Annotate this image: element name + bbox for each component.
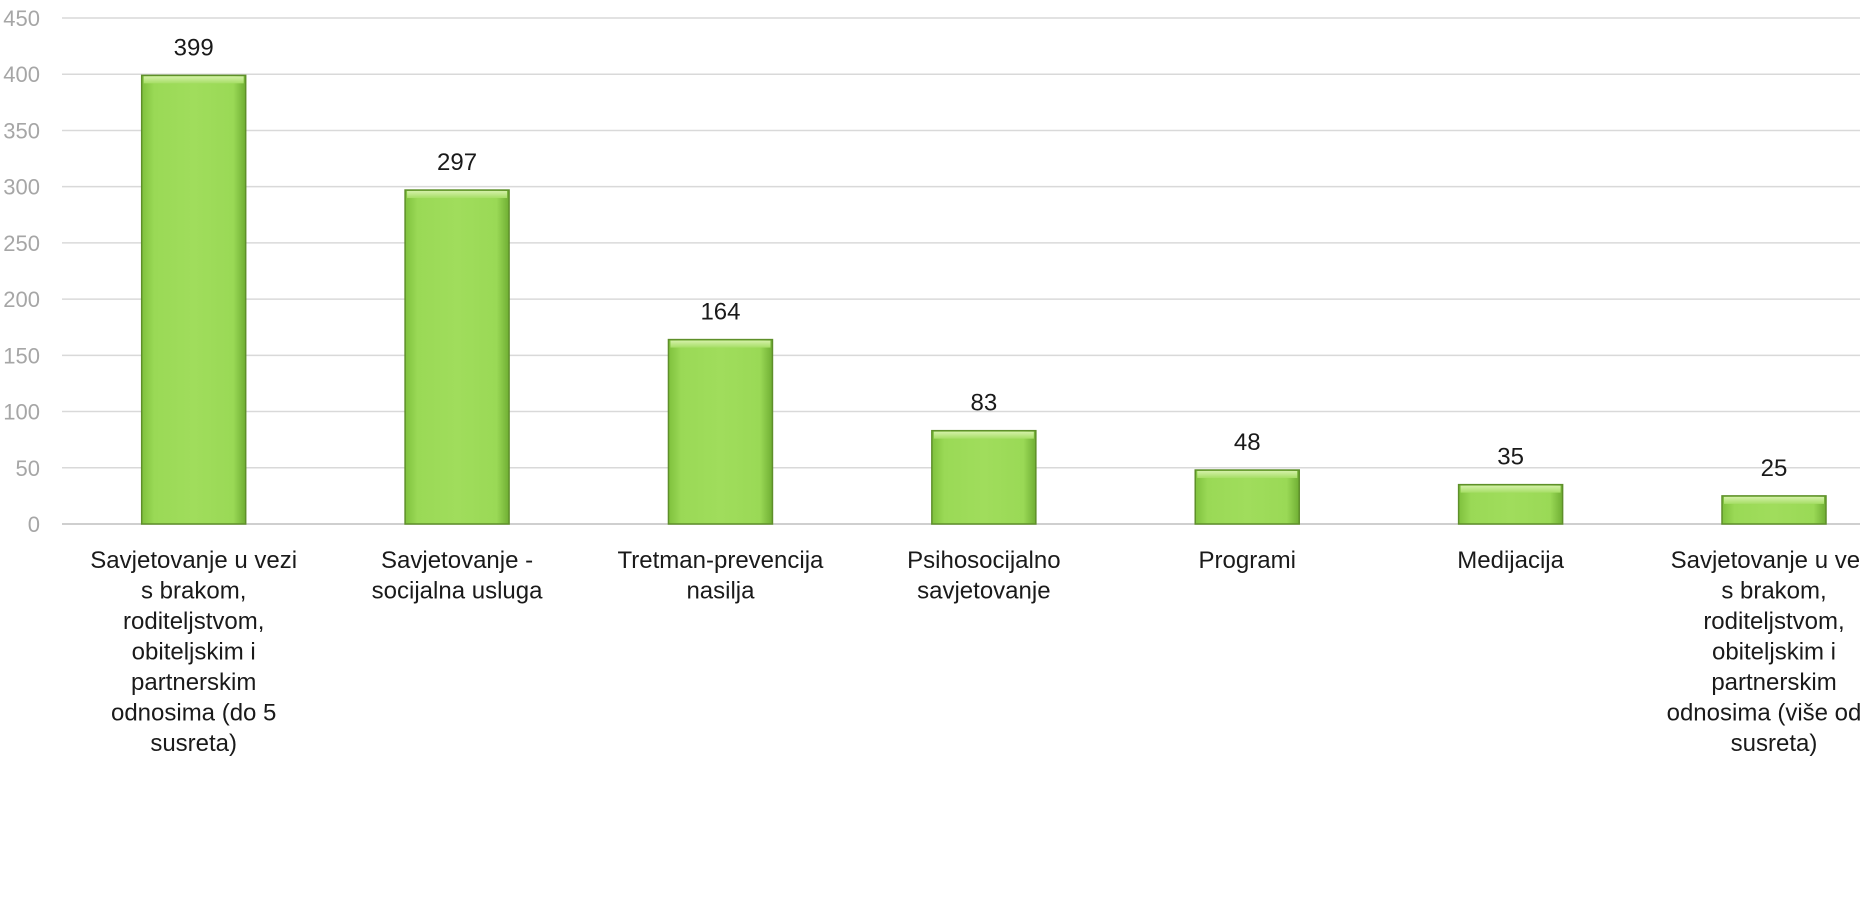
bar-body <box>140 74 247 525</box>
bar-highlight <box>143 76 244 84</box>
data-label: 35 <box>1497 444 1524 471</box>
x-tick-label-line: Savjetovanje - <box>381 547 533 574</box>
bar-highlight <box>1197 471 1298 479</box>
x-tick-label-line: s brakom, <box>141 578 246 605</box>
y-tick-label: 300 <box>3 175 40 200</box>
x-tick-label-line: susreta) <box>1731 730 1818 757</box>
y-tick-label: 150 <box>3 343 40 368</box>
data-label: 297 <box>437 149 477 176</box>
x-tick-label-line: obiteljskim i <box>132 639 256 666</box>
bar-body <box>404 189 510 525</box>
data-label: 83 <box>970 390 997 417</box>
x-tick-label: Programi <box>1199 547 1296 574</box>
data-label: 164 <box>700 299 740 326</box>
x-tick-label-line: s brakom, <box>1721 578 1826 605</box>
bar-body <box>1194 469 1300 525</box>
bar-body <box>931 429 1037 525</box>
x-tick-label: Psihosocijalno savjetovanje <box>907 547 1060 605</box>
bar-highlight <box>1460 485 1561 493</box>
bar <box>667 338 774 525</box>
bar <box>140 74 247 525</box>
x-tick-label-line: partnerskim <box>1711 669 1836 696</box>
x-tick-label: Savjetovanje u vezi s brakom, roditeljstvo… <box>1667 547 1860 757</box>
bar <box>1721 495 1827 525</box>
x-tick-label-line: obiteljskim i <box>1712 639 1836 666</box>
x-tick-label-line: Psihosocijalno <box>907 547 1060 574</box>
x-tick-label-line: roditeljstvom, <box>1703 608 1844 635</box>
bar <box>404 189 510 525</box>
x-tick-label: Medijacija <box>1457 547 1564 574</box>
bar-highlight <box>670 340 771 348</box>
y-tick-label: 400 <box>3 62 40 87</box>
bar <box>931 429 1037 525</box>
bar-highlight <box>407 191 508 199</box>
x-tick-label-line: partnerskim <box>131 669 256 696</box>
x-tick-label-line: Savjetovanje u vezi <box>1671 547 1860 574</box>
data-labels: 399 297 164 83 48 35 25 <box>174 34 1788 482</box>
x-tick-label-line: odnosima (do 5 <box>111 700 276 727</box>
x-tick-label: Tretman-prevencija nasilja <box>618 547 825 605</box>
bars <box>140 74 1827 525</box>
x-tick-label-line: nasilja <box>686 578 755 605</box>
x-tick-label: Savjetovanje - socijalna usluga <box>372 547 543 605</box>
y-tick-label: 100 <box>3 400 40 425</box>
data-label: 399 <box>174 34 214 61</box>
x-tick-label-line: Savjetovanje u vezi <box>90 547 297 574</box>
y-tick-label: 0 <box>28 512 40 537</box>
gridlines <box>62 17 1860 525</box>
x-tick-label-line: odnosima (više od 5 <box>1667 700 1860 727</box>
x-tick-label-line: Programi <box>1199 547 1296 574</box>
x-tick-label-line: socijalna usluga <box>372 578 543 605</box>
x-axis: Savjetovanje u vezi s brakom, roditeljstvo… <box>90 547 1860 757</box>
y-tick-label: 350 <box>3 118 40 143</box>
x-tick-label-line: Medijacija <box>1457 547 1564 574</box>
bar-highlight <box>933 431 1034 439</box>
y-tick-label: 50 <box>16 456 40 481</box>
bar <box>1457 483 1564 525</box>
y-tick-label: 450 <box>3 6 40 31</box>
bar-body <box>667 338 774 525</box>
bar-highlight <box>1724 496 1824 504</box>
x-tick-label-line: roditeljstvom, <box>123 608 264 635</box>
y-tick-label: 250 <box>3 231 40 256</box>
x-tick-label-line: savjetovanje <box>917 578 1050 605</box>
y-axis: 0 50 100 150 200 250 300 350 400 450 <box>3 6 40 537</box>
data-label: 48 <box>1234 429 1261 456</box>
data-label: 25 <box>1761 455 1788 482</box>
x-tick-label-line: susreta) <box>150 730 237 757</box>
y-tick-label: 200 <box>3 287 40 312</box>
x-tick-label-line: Tretman-prevencija <box>618 547 825 574</box>
bar <box>1194 469 1300 525</box>
x-tick-label: Savjetovanje u vezi s brakom, roditeljstvo… <box>90 547 297 757</box>
